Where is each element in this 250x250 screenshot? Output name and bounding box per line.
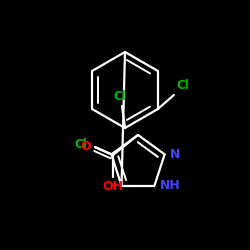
Text: Cl: Cl: [74, 138, 87, 151]
Text: N: N: [170, 148, 180, 161]
Text: Cl: Cl: [176, 79, 189, 92]
Text: OH: OH: [102, 180, 124, 193]
Text: O: O: [80, 140, 91, 153]
Text: Cl: Cl: [114, 90, 126, 103]
Text: NH: NH: [160, 179, 180, 192]
